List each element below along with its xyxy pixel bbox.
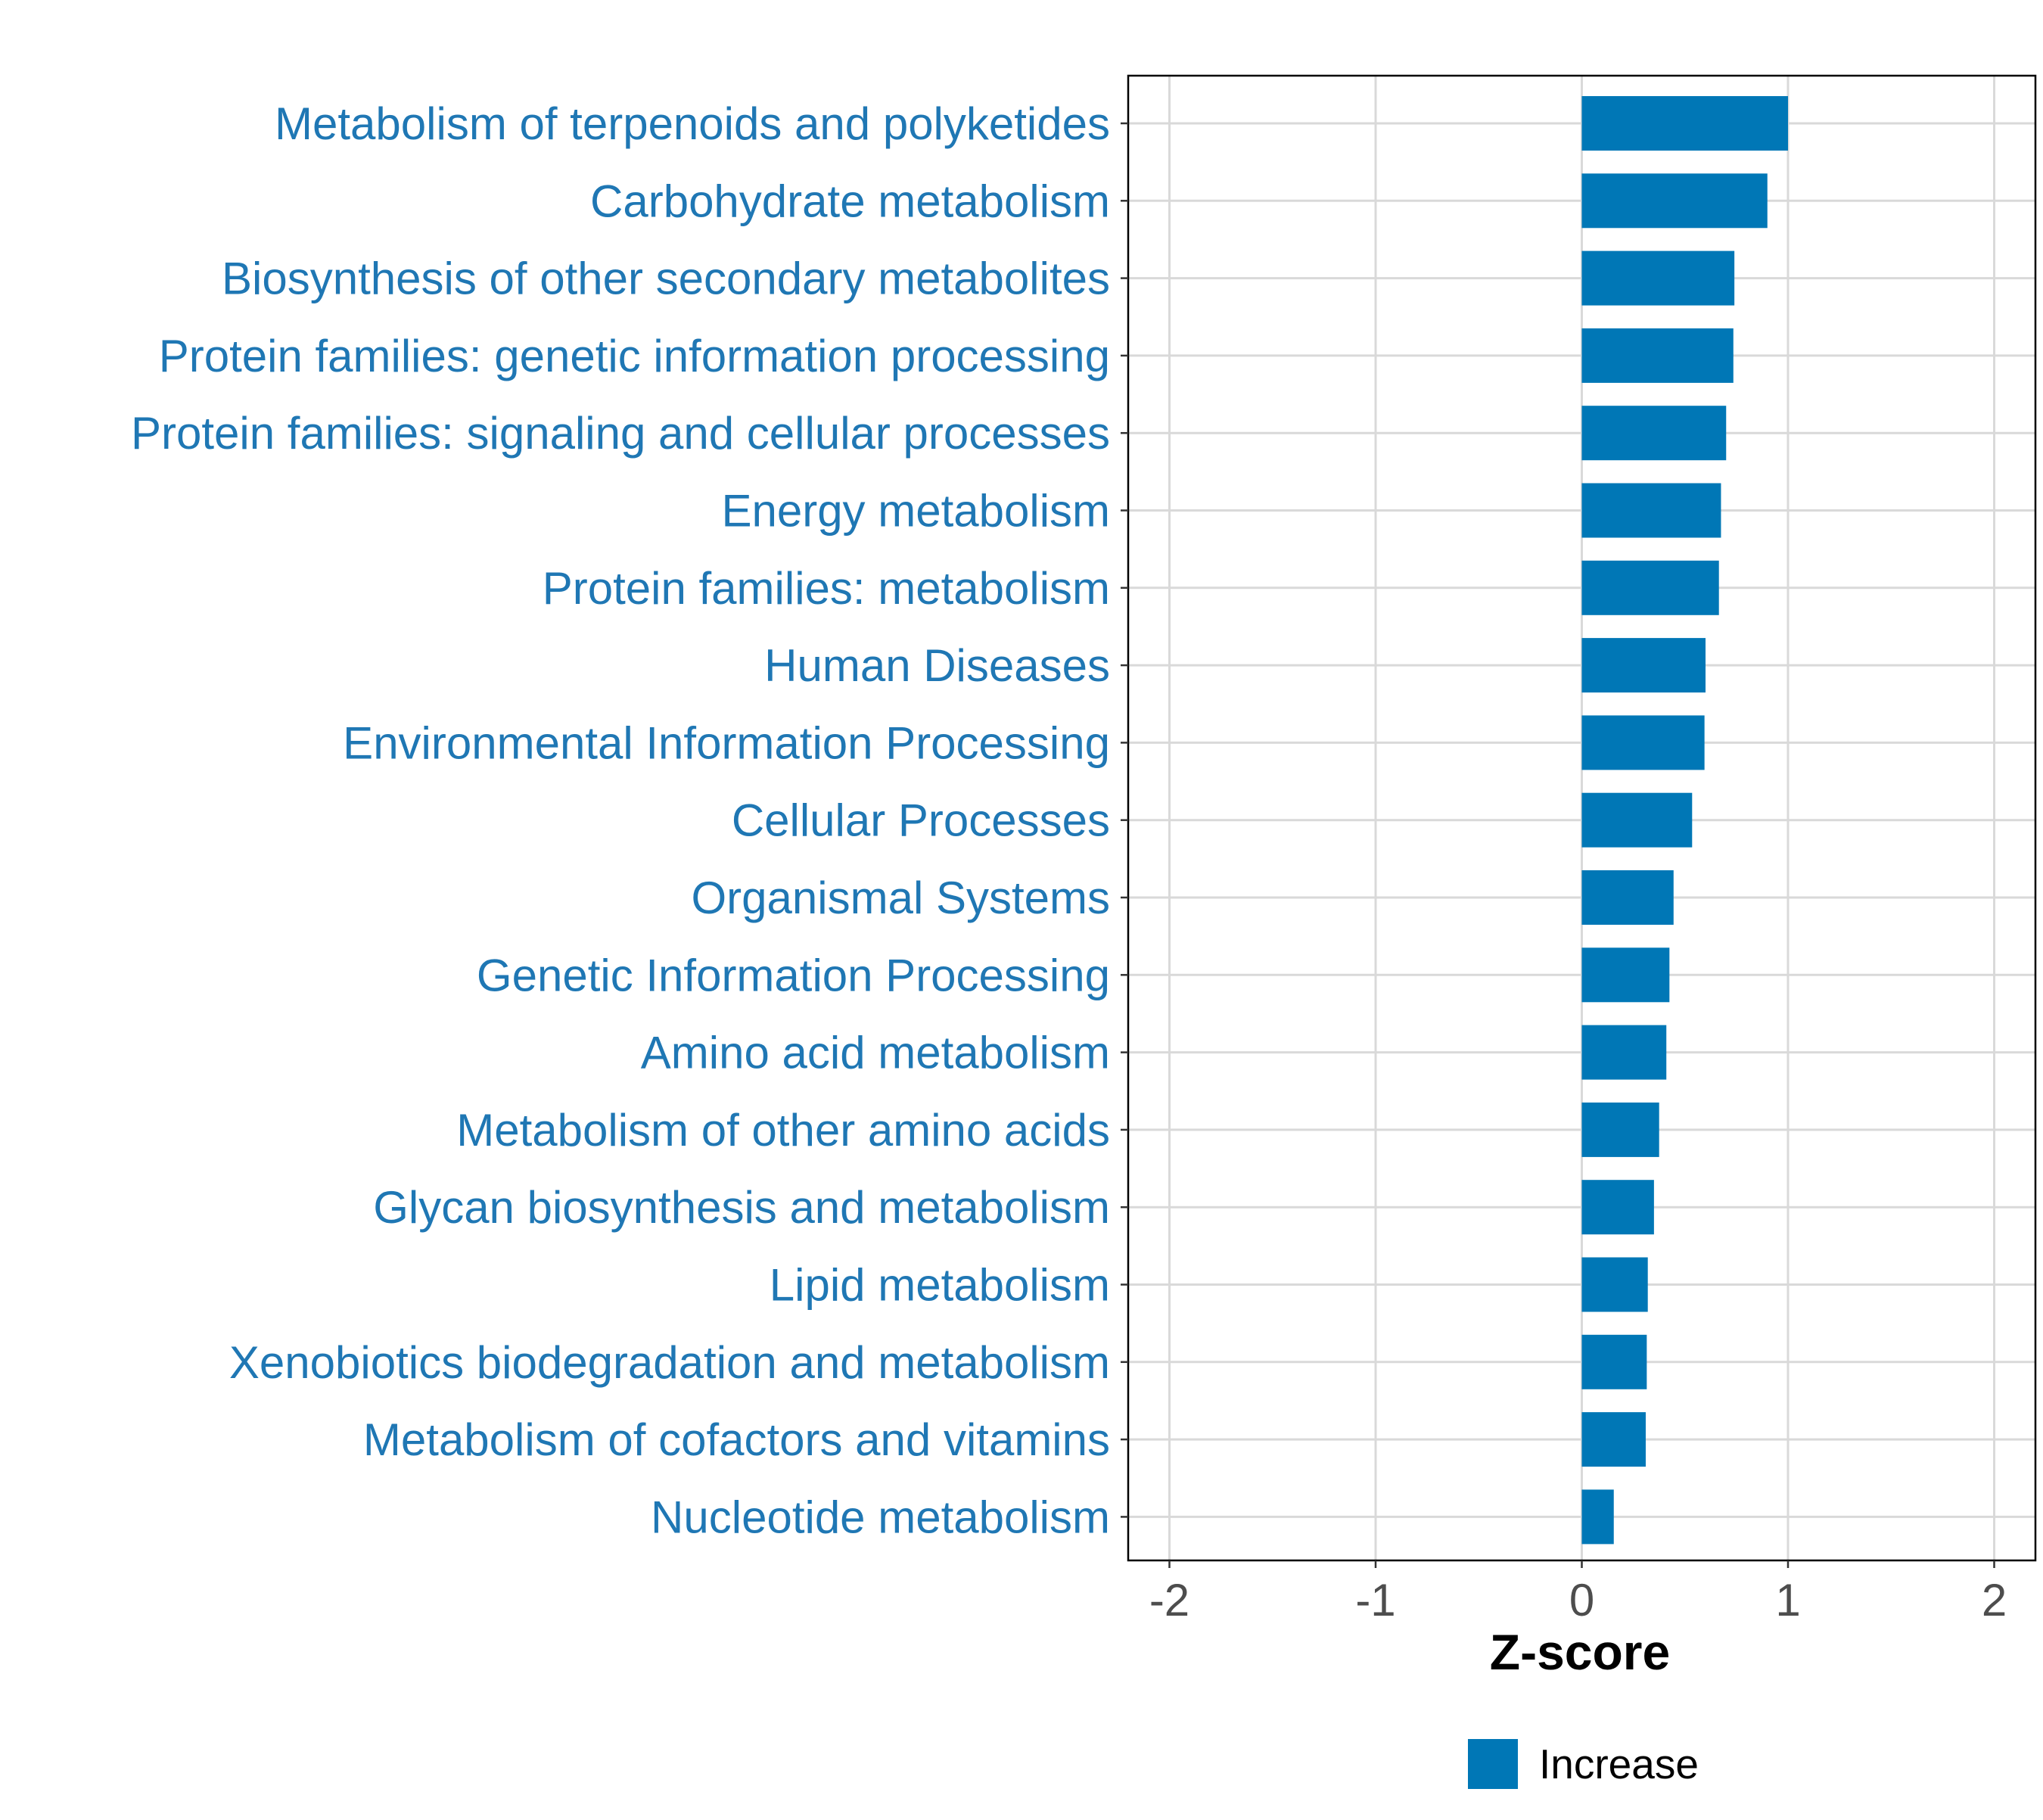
x-tick-label-2: 0 xyxy=(1569,1575,1594,1626)
category-label-14: Metabolism of other amino acids xyxy=(456,1105,1110,1156)
category-label-5: Protein families: signaling and cellular… xyxy=(131,408,1110,459)
category-label-18: Metabolism of cofactors and vitamins xyxy=(363,1414,1110,1465)
x-tick-label-1: -1 xyxy=(1355,1575,1395,1626)
bar-1 xyxy=(1581,96,1788,151)
legend: Increase xyxy=(1468,1739,1699,1789)
category-label-13: Amino acid metabolism xyxy=(641,1028,1110,1078)
bar-7 xyxy=(1581,560,1719,615)
category-label-1: Metabolism of terpenoids and polyketides xyxy=(275,98,1110,149)
category-label-16: Lipid metabolism xyxy=(770,1260,1110,1311)
bar-9 xyxy=(1581,715,1705,770)
bars-layer xyxy=(1581,96,1788,1545)
x-tick-label-0: -2 xyxy=(1149,1575,1189,1626)
bar-13 xyxy=(1581,1025,1667,1080)
bar-15 xyxy=(1581,1180,1654,1235)
category-label-3: Biosynthesis of other secondary metaboli… xyxy=(222,254,1110,304)
category-labels: Metabolism of terpenoids and polyketides… xyxy=(131,98,1110,1542)
category-label-11: Organismal Systems xyxy=(692,873,1110,923)
x-tick-label-3: 1 xyxy=(1775,1575,1800,1626)
bar-16 xyxy=(1581,1257,1648,1312)
bar-6 xyxy=(1581,483,1721,538)
bar-3 xyxy=(1581,250,1735,306)
x-axis-title: Z-score xyxy=(1490,1624,1670,1680)
category-label-6: Energy metabolism xyxy=(721,486,1110,537)
bar-17 xyxy=(1581,1334,1647,1389)
bar-18 xyxy=(1581,1412,1646,1467)
bar-11 xyxy=(1581,870,1674,925)
category-label-15: Glycan biosynthesis and metabolism xyxy=(373,1182,1110,1233)
category-label-2: Carbohydrate metabolism xyxy=(590,176,1110,226)
category-label-8: Human Diseases xyxy=(764,640,1110,691)
category-label-19: Nucleotide metabolism xyxy=(651,1492,1110,1542)
bar-2 xyxy=(1581,173,1768,229)
bar-19 xyxy=(1581,1489,1614,1545)
legend-swatch-increase xyxy=(1468,1739,1518,1789)
category-label-17: Xenobiotics biodegradation and metabolis… xyxy=(229,1337,1110,1388)
category-label-10: Cellular Processes xyxy=(732,795,1110,846)
category-label-4: Protein families: genetic information pr… xyxy=(159,331,1110,381)
bar-12 xyxy=(1581,947,1670,1003)
bar-14 xyxy=(1581,1102,1659,1157)
bar-10 xyxy=(1581,792,1693,848)
x-tick-label-4: 2 xyxy=(1982,1575,2007,1626)
bar-4 xyxy=(1581,328,1734,383)
category-label-12: Genetic Information Processing xyxy=(477,950,1110,1000)
category-label-9: Environmental Information Processing xyxy=(343,717,1110,768)
legend-label-increase: Increase xyxy=(1539,1741,1699,1787)
category-label-7: Protein families: metabolism xyxy=(543,563,1110,614)
bar-5 xyxy=(1581,406,1727,461)
bar-8 xyxy=(1581,638,1706,693)
axis-layer: -2 -1 0 1 2 xyxy=(1121,74,2037,1626)
